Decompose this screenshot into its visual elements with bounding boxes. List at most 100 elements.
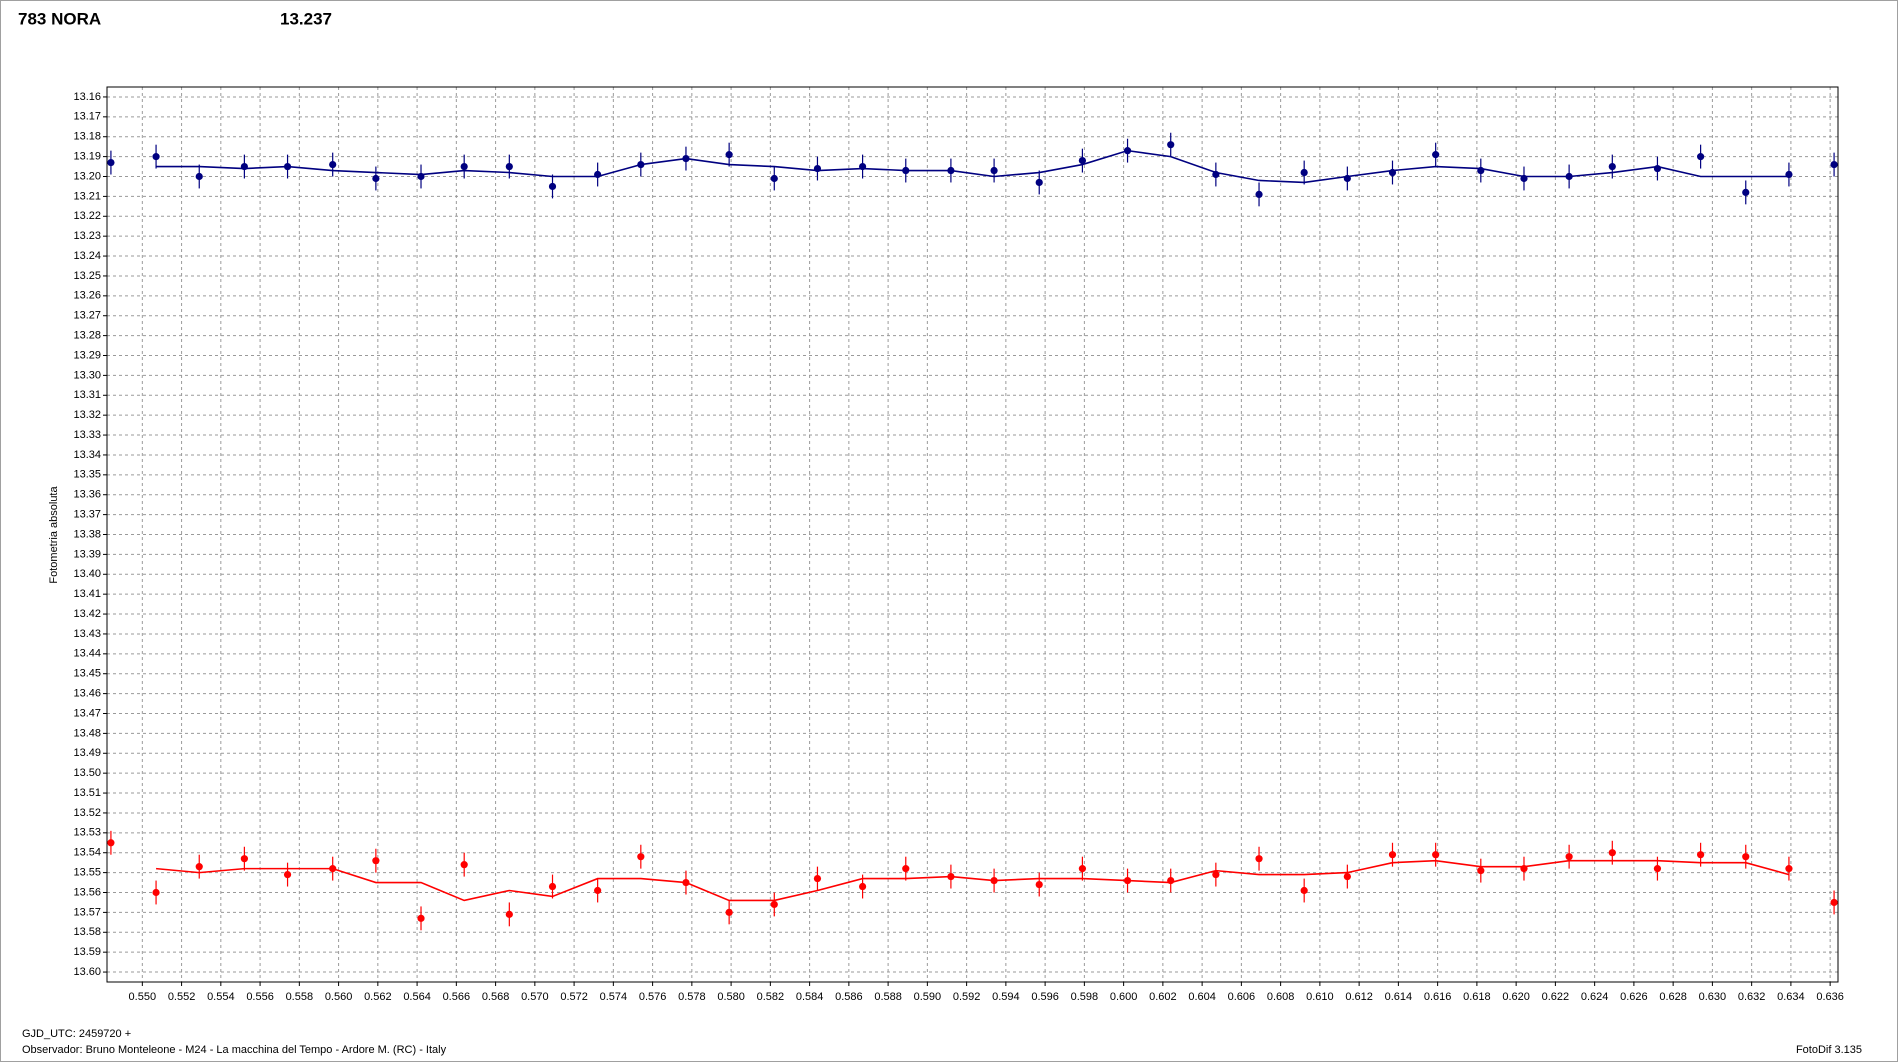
data-point [990, 876, 998, 885]
data-point [1742, 853, 1750, 861]
data-point [1697, 153, 1705, 161]
y-tick-label: 13.23 [73, 230, 101, 242]
y-tick-label: 13.54 [73, 847, 101, 859]
x-tick-label: 0.584 [796, 991, 824, 1003]
y-tick-label: 13.21 [73, 190, 101, 202]
data-point [372, 857, 380, 865]
data-point [770, 174, 778, 183]
y-tick-label: 13.42 [73, 608, 101, 620]
y-tick-label: 13.49 [73, 747, 101, 759]
y-tick-label: 13.46 [73, 688, 101, 700]
data-point [725, 151, 733, 159]
y-tick-label: 13.26 [73, 290, 101, 302]
x-tick-label: 0.622 [1542, 991, 1570, 1003]
x-tick-label: 0.630 [1699, 991, 1727, 1003]
data-point [460, 861, 468, 869]
x-tick-label: 0.586 [835, 991, 863, 1003]
data-point [505, 910, 513, 918]
x-tick-label: 0.562 [364, 991, 392, 1003]
y-tick-label: 13.34 [73, 449, 101, 461]
y-tick-label: 13.36 [73, 489, 101, 501]
x-tick-label: 0.570 [521, 991, 549, 1003]
data-point [240, 855, 248, 863]
data-point [947, 166, 955, 175]
data-point [152, 153, 160, 161]
data-point [283, 162, 292, 171]
y-tick-label: 13.25 [73, 270, 101, 282]
x-tick-label: 0.624 [1581, 991, 1609, 1003]
data-point [1035, 880, 1043, 889]
data-point [548, 882, 557, 891]
y-tick-label: 13.37 [73, 509, 101, 521]
data-point [329, 160, 337, 169]
data-point [813, 874, 822, 883]
y-tick-label: 13.56 [73, 886, 101, 898]
data-point [770, 900, 778, 909]
data-point [1742, 188, 1750, 197]
data-point [1608, 162, 1616, 171]
x-tick-label: 0.590 [914, 991, 942, 1003]
data-point [107, 158, 115, 167]
x-tick-label: 0.626 [1620, 991, 1648, 1003]
x-tick-label: 0.610 [1306, 991, 1334, 1003]
x-tick-label: 0.560 [325, 991, 353, 1003]
x-tick-label: 0.600 [1110, 991, 1138, 1003]
x-tick-label: 0.604 [1188, 991, 1216, 1003]
data-point [1653, 164, 1662, 173]
x-tick-label: 0.550 [129, 991, 157, 1003]
data-point [682, 155, 690, 163]
data-point [195, 863, 203, 871]
x-tick-label: 0.634 [1777, 991, 1805, 1003]
x-tick-label: 0.572 [560, 991, 588, 1003]
y-tick-label: 13.52 [73, 807, 101, 819]
footer-observer: Observador: Bruno Monteleone - M24 - La … [22, 1044, 447, 1056]
y-tick-label: 13.28 [73, 330, 101, 342]
x-tick-label: 0.582 [757, 991, 785, 1003]
data-point [1255, 190, 1263, 198]
x-tick-label: 0.568 [482, 991, 510, 1003]
y-tick-label: 13.29 [73, 349, 101, 361]
data-point [1343, 174, 1351, 183]
x-tick-label: 0.598 [1071, 991, 1099, 1003]
data-point [283, 871, 292, 879]
data-point [902, 865, 910, 873]
data-point [548, 182, 557, 191]
data-point [1697, 851, 1705, 859]
data-point [813, 164, 822, 173]
data-point [240, 162, 248, 171]
x-tick-label: 0.636 [1816, 991, 1844, 1003]
y-tick-label: 13.22 [73, 210, 101, 222]
data-point [1520, 174, 1528, 183]
x-tick-label: 0.602 [1149, 991, 1177, 1003]
data-point [152, 888, 160, 897]
y-tick-label: 13.20 [73, 170, 101, 182]
footer-gjd: GJD_UTC: 2459720 + [22, 1028, 131, 1040]
y-tick-label: 13.59 [73, 946, 101, 958]
data-point [1035, 178, 1043, 187]
y-tick-label: 13.32 [73, 409, 101, 421]
data-point [460, 162, 468, 171]
chart-title: 783 NORA [18, 9, 101, 28]
data-point [637, 160, 645, 169]
y-tick-label: 13.17 [73, 111, 101, 123]
data-point [1212, 871, 1220, 879]
data-point [1212, 170, 1220, 179]
x-tick-label: 0.614 [1385, 991, 1413, 1003]
x-tick-label: 0.632 [1738, 991, 1766, 1003]
y-tick-label: 13.50 [73, 767, 101, 779]
trend-line [155, 859, 1790, 902]
data-point [594, 886, 602, 895]
data-point [1388, 851, 1397, 859]
x-tick-label: 0.588 [874, 991, 902, 1003]
x-tick-label: 0.596 [1031, 991, 1059, 1003]
data-point [1167, 876, 1175, 885]
data-point [1123, 876, 1132, 885]
data-point [417, 914, 425, 922]
y-tick-label: 13.27 [73, 310, 101, 322]
data-point [1830, 898, 1838, 907]
y-tick-label: 13.30 [73, 369, 101, 381]
data-point [195, 172, 203, 181]
x-tick-label: 0.594 [992, 991, 1020, 1003]
data-point [858, 882, 867, 891]
x-tick-label: 0.558 [286, 991, 314, 1003]
